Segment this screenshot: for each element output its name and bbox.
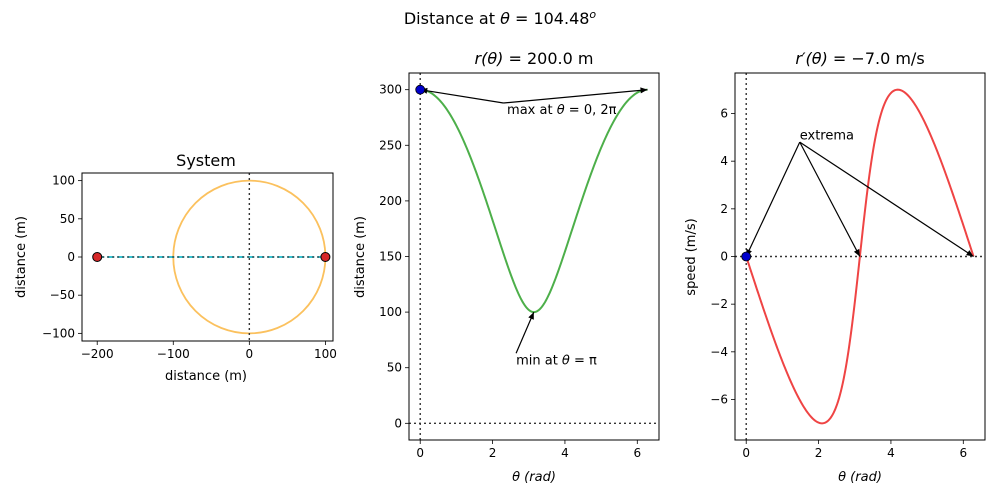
system-title: System [176, 151, 236, 170]
speed-title: r′(θ) = −7.0 m/s [795, 49, 924, 68]
distance-annotation-arrow-1-0-line [515, 311, 535, 354]
suptitle: Distance at θ = 104.48o [404, 8, 597, 28]
distance-title-func: r(θ) [475, 49, 504, 68]
distance-ytick-label: 200 [379, 194, 402, 208]
extrema-arrow-1-line [799, 141, 861, 257]
distance-curve [420, 88, 648, 314]
distance-ytick-label: 300 [379, 83, 402, 97]
speed-xtick-label: 2 [815, 446, 823, 460]
suptitle-prefix: Distance at [404, 9, 500, 28]
max-annotation-theta: θ [557, 103, 565, 118]
distance-axes: r(θ) = 200.0 m θ (rad) distance (m) 0 2 4 6… [353, 49, 660, 485]
system-ytick-label: −100 [42, 326, 75, 340]
system-xtick-label: 100 [314, 347, 337, 361]
distance-ytick-label: 0 [394, 416, 402, 430]
speed-ytick-label: −2 [710, 297, 728, 311]
speed-xtick-label: 4 [887, 446, 895, 460]
speed-title-value: = −7.0 m/s [828, 49, 925, 68]
distance-annotation-arrow-1-0-head [528, 312, 534, 320]
system-xlabel: distance (m) [165, 369, 247, 384]
distance-xlabel: θ (rad) [512, 470, 556, 485]
distance-annotation-arrow-0-1-head [640, 87, 648, 94]
distance-annotation-arrow-0-1-line [503, 89, 648, 104]
distance-xtick-label: 0 [416, 446, 424, 460]
min-annotation-theta: θ [562, 353, 570, 368]
speed-xtick-label: 6 [959, 446, 967, 460]
system-ytick-label: 0 [67, 250, 75, 264]
system-ytick-label: −50 [50, 288, 75, 302]
speed-current-point [741, 251, 752, 262]
speed-ytick-label: −4 [710, 345, 728, 359]
extrema-arrow-1-head [853, 248, 860, 257]
distance-ytick-label: 50 [387, 361, 402, 375]
distance-xtick-label: 6 [633, 446, 641, 460]
speed-ytick-label: 6 [720, 107, 728, 121]
speed-ytick-label: 2 [720, 202, 728, 216]
distance-title-value: = 200.0 m [503, 49, 593, 68]
extrema-arrow-0-line [745, 141, 801, 257]
system-ylabel: distance (m) [14, 216, 29, 298]
min-annotation-suffix: = π [570, 353, 597, 368]
max-annotation: max at θ = 0, 2π [507, 103, 617, 118]
distance-ytick-label: 150 [379, 250, 402, 264]
min-annotation: min at θ = π [516, 353, 597, 368]
system-axes: System distance (m) distance (m) −200 −10… [14, 151, 337, 384]
suptitle-eq: = 104.48 [510, 9, 590, 28]
body-point-0 [92, 252, 103, 262]
distance-title: r(θ) = 200.0 m [475, 49, 594, 68]
max-annotation-suffix: = 0, 2π [565, 103, 617, 118]
suptitle-sup: o [589, 8, 596, 21]
distance-xtick-label: 4 [561, 446, 569, 460]
speed-ytick-label: 0 [720, 250, 728, 264]
system-ytick-label: 100 [52, 174, 75, 188]
speed-ytick-label: 4 [720, 154, 728, 168]
distance-ylabel: distance (m) [353, 216, 368, 298]
distance-frame [408, 72, 660, 441]
distance-xtick-label: 2 [489, 446, 497, 460]
speed-curve [745, 88, 975, 425]
distance-ytick-label: 250 [379, 138, 402, 152]
extrema-arrow-2-head [966, 250, 974, 257]
system-xtick-label: −200 [81, 347, 114, 361]
speed-ytick-label: −6 [710, 392, 728, 406]
extrema-annotation: extrema [800, 129, 854, 144]
system-xtick-label: 0 [246, 347, 254, 361]
distance-ytick-label: 100 [379, 305, 402, 319]
speed-ylabel: speed (m/s) [684, 218, 699, 295]
speed-xtick-label: 0 [742, 446, 750, 460]
speed-xlabel: θ (rad) [838, 470, 882, 485]
distance-current-point [415, 84, 426, 95]
speed-title-func: r′(θ) [795, 49, 827, 68]
system-xtick-label: −100 [157, 347, 190, 361]
max-annotation-prefix: max at [507, 103, 557, 118]
distance-annotation-arrow-0-0-line [420, 89, 504, 104]
speed-axes: r′(θ) = −7.0 m/s θ (rad) speed (m/s) 0 2 4… [684, 49, 986, 485]
min-annotation-prefix: min at [516, 353, 562, 368]
suptitle-theta: θ [500, 9, 510, 28]
system-ytick-label: 50 [60, 212, 75, 226]
extrema-arrow-2-line [799, 141, 974, 258]
body-point-1 [320, 252, 331, 262]
